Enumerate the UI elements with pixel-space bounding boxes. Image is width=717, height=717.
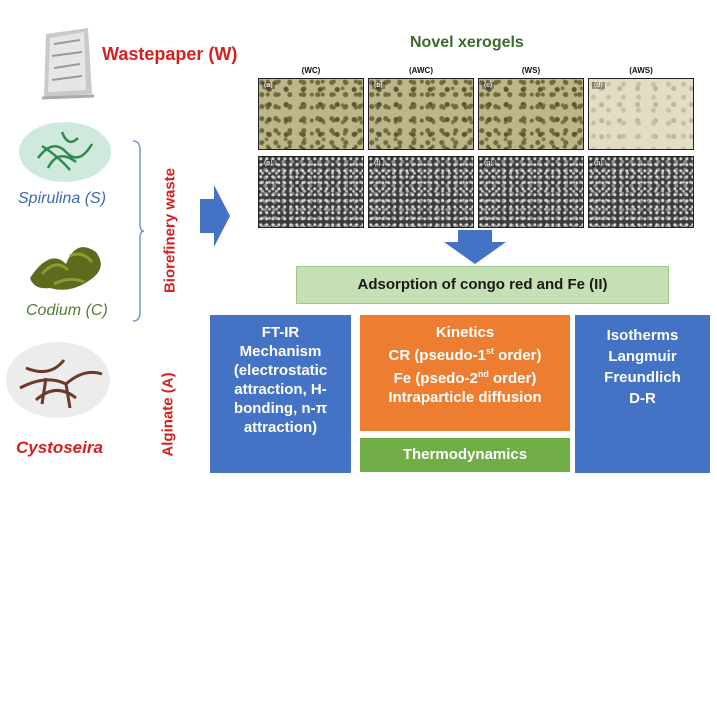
isotherms-box: Isotherms Langmuir Freundlich D-R: [575, 315, 710, 473]
thermodynamics-box: Thermodynamics: [360, 438, 570, 472]
ftir-line: bonding, n-π: [233, 400, 328, 417]
isotherms-line: D-R: [629, 390, 656, 407]
optical-image-aws: (d): [588, 78, 694, 150]
cystoseira-label: Cystoseira: [16, 438, 103, 457]
ftir-box: FT-IR Mechanism (electrostatic attractio…: [210, 315, 351, 473]
right-arrow-icon: [200, 185, 230, 247]
codium-image: [20, 228, 112, 298]
down-arrow-icon: [444, 230, 506, 264]
wastepaper-image: [36, 14, 98, 102]
thermodynamics-label: Thermodynamics: [402, 446, 528, 463]
optical-image-awc: (b): [368, 78, 474, 150]
isotherms-line: Langmuir: [608, 348, 677, 365]
sem-image-wc: (e): [258, 156, 364, 228]
column-head-aws: (AWS): [629, 66, 653, 75]
bracket: [132, 140, 145, 322]
kinetics-intraparticle: Intraparticle diffusion: [388, 389, 542, 406]
xerogels-title: Novel xerogels: [410, 34, 524, 51]
kinetics-title: Kinetics: [435, 324, 495, 341]
isotherms-line: Isotherms: [606, 327, 679, 344]
image-tag: (f): [372, 160, 383, 167]
adsorption-title: Adsorption of congo red and Fe (II): [357, 276, 608, 293]
cystoseira-image: [6, 338, 110, 420]
kinetics-fe: Fe (psedo-2nd order): [393, 369, 537, 387]
image-tag: (d): [592, 82, 605, 89]
image-tag: (h): [592, 160, 605, 167]
kinetics-cr: CR (pseudo-1st order): [388, 346, 542, 364]
column-head-wc: (WC): [301, 66, 321, 75]
image-tag: (a): [262, 82, 275, 89]
kinetics-box: Kinetics CR (pseudo-1st order) Fe (psedo…: [360, 315, 570, 431]
adsorption-banner: Adsorption of congo red and Fe (II): [296, 266, 669, 304]
ftir-line: (electrostatic: [233, 362, 328, 379]
isotherms-line: Freundlich: [604, 369, 681, 386]
spirulina-image: [18, 118, 112, 186]
column-head-awc: (AWC): [409, 66, 433, 75]
optical-image-ws: (c): [478, 78, 584, 150]
codium-label: Codium (C): [26, 302, 108, 319]
column-head-ws: (WS): [521, 66, 541, 75]
sem-image-aws: (h): [588, 156, 694, 228]
image-tag: (b): [372, 82, 385, 89]
image-tag: (e): [262, 160, 275, 167]
ftir-line: attraction): [243, 419, 318, 436]
sem-image-ws: (g): [478, 156, 584, 228]
alginate-label: Alginate (A): [159, 372, 177, 457]
ftir-line: FT-IR: [261, 324, 300, 341]
optical-image-wc: (a): [258, 78, 364, 150]
spirulina-label: Spirulina (S): [18, 190, 107, 207]
image-tag: (g): [482, 160, 495, 167]
ftir-line: Mechanism: [239, 343, 322, 360]
biorefinery-waste-label: Biorefinery waste: [161, 167, 179, 294]
wastepaper-label: Wastepaper (W): [102, 44, 238, 64]
ftir-line: attraction, H-: [234, 381, 327, 398]
sem-image-awc: (f): [368, 156, 474, 228]
image-tag: (c): [482, 82, 495, 89]
